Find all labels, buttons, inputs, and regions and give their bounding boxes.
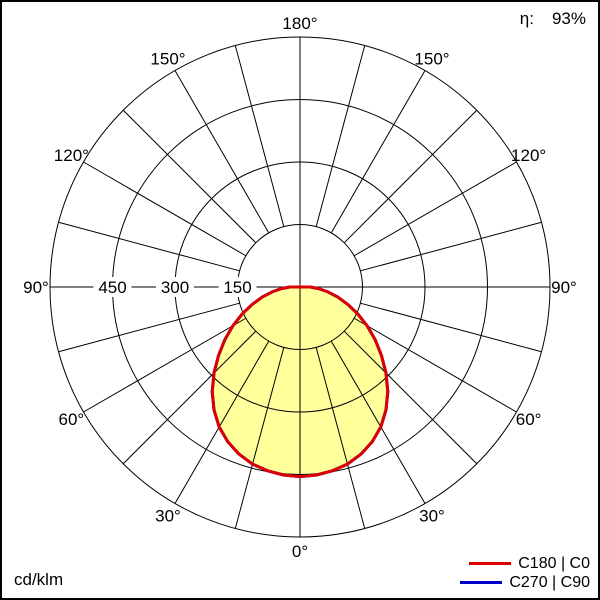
unit-label: cd/klm — [14, 570, 64, 589]
grid-spoke — [353, 317, 517, 413]
distribution-curve — [210, 285, 390, 479]
grid-spoke — [315, 45, 366, 227]
efficiency-readout: η: 93% — [520, 10, 586, 27]
legend-item-c90: C270 | C90 — [460, 573, 590, 592]
grid-spoke — [122, 109, 257, 244]
efficiency-value: 93% — [551, 9, 586, 28]
legend-item-c0: C180 | C0 — [460, 554, 590, 573]
grid-spoke — [122, 330, 257, 465]
legend-label-c0: C180 | C0 — [518, 554, 590, 572]
angle-label: 120° — [54, 146, 89, 165]
legend: C180 | C0 C270 | C90 — [460, 554, 590, 592]
angle-label: 0° — [292, 542, 308, 561]
grid-spoke — [330, 70, 426, 234]
ring-tick-label: 450 — [98, 278, 126, 297]
grid-spoke — [174, 340, 270, 504]
angle-label: 30° — [155, 507, 181, 526]
grid-spoke — [58, 302, 240, 353]
grid-spoke — [315, 347, 366, 529]
angle-label: 60° — [59, 410, 85, 429]
legend-label-c90: C270 | C90 — [509, 573, 590, 591]
ring-label-bg — [218, 277, 257, 297]
angle-label: 150° — [414, 49, 449, 68]
legend-swatch-c0-line — [469, 562, 512, 565]
grid-spoke — [83, 317, 247, 413]
legend-swatch-c90-line — [460, 581, 503, 584]
ring-label-bg — [93, 277, 132, 297]
angle-label: 30° — [419, 507, 445, 526]
ring-label-bg — [156, 277, 194, 297]
grid-spoke — [234, 347, 285, 529]
grid-spoke — [234, 45, 285, 227]
angle-label: 150° — [150, 49, 185, 68]
angle-label: 90° — [551, 278, 577, 297]
grid-spoke — [83, 161, 247, 257]
ring-tick-label: 300 — [161, 278, 189, 297]
grid-spoke — [343, 109, 478, 244]
angle-label: 60° — [516, 410, 542, 429]
grid-spoke — [174, 70, 270, 234]
efficiency-label: η: — [519, 9, 534, 28]
ring-tick-label: 150 — [223, 278, 251, 297]
grid-spoke — [353, 161, 517, 257]
grid-spoke — [58, 221, 240, 272]
angle-label: 180° — [282, 14, 317, 33]
grid-spoke — [330, 340, 426, 504]
grid-spoke — [360, 302, 542, 353]
grid-spoke — [343, 330, 478, 465]
angle-label: 90° — [23, 278, 49, 297]
angle-label: 120° — [511, 146, 546, 165]
grid-spoke — [360, 221, 542, 272]
